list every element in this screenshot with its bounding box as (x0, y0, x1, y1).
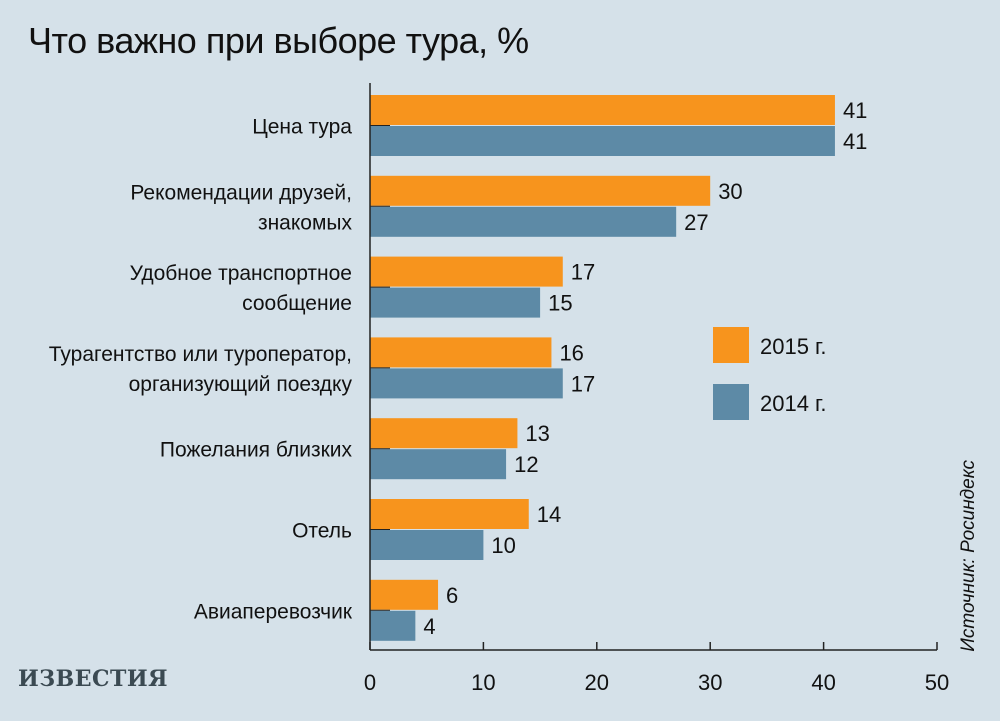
bar (370, 175, 711, 206)
category-label: Рекомендации друзей, (130, 181, 352, 204)
x-tick-label: 30 (698, 670, 722, 695)
category-label: сообщение (242, 292, 352, 315)
category-label: Отель (292, 520, 352, 543)
legend-swatch (713, 327, 749, 363)
data-label: 16 (559, 340, 583, 365)
bar (370, 610, 416, 641)
bar (370, 126, 835, 156)
bar (370, 499, 529, 529)
category-label: Авиаперевозчик (194, 600, 353, 623)
x-tick-label: 10 (471, 670, 495, 695)
data-label: 6 (446, 583, 458, 608)
data-label: 27 (684, 210, 708, 235)
bar (370, 95, 835, 125)
bar (370, 418, 518, 449)
data-label: 41 (843, 129, 867, 154)
data-label: 10 (491, 533, 515, 558)
data-label: 17 (571, 371, 595, 396)
izvestia-logo: ИЗВЕСТИЯ (18, 666, 169, 692)
x-tick-label: 20 (585, 670, 609, 695)
category-label: организующий поездку (129, 373, 353, 396)
data-label: 12 (514, 452, 538, 477)
category-label: Удобное транспортное (130, 262, 352, 285)
category-label: Турагентство или туроператор, (49, 343, 352, 366)
data-label: 30 (718, 179, 742, 204)
bar (370, 337, 552, 368)
bar (370, 287, 541, 318)
x-tick-label: 40 (811, 670, 835, 695)
bar (370, 579, 439, 610)
bar (370, 368, 563, 399)
data-label: 41 (843, 98, 867, 123)
data-label: 14 (537, 502, 561, 527)
source-text: Источник: Росиндекс (958, 460, 979, 652)
category-label: знакомых (258, 211, 353, 234)
data-label: 15 (548, 291, 572, 316)
bar (370, 206, 677, 237)
chart-title: Что важно при выборе тура, % (28, 20, 529, 61)
x-tick-label: 50 (925, 670, 949, 695)
data-label: 13 (525, 421, 549, 446)
category-label: Цена тура (252, 116, 352, 139)
bar (370, 530, 484, 560)
data-label: 4 (423, 614, 435, 639)
data-label: 17 (571, 260, 595, 285)
category-label: Пожелания близких (160, 439, 353, 462)
legend-label: 2015 г. (760, 334, 827, 359)
legend-swatch (713, 384, 749, 420)
bar (370, 256, 563, 287)
x-tick-label: 0 (364, 670, 376, 695)
legend-label: 2014 г. (760, 391, 827, 416)
bar (370, 449, 507, 480)
